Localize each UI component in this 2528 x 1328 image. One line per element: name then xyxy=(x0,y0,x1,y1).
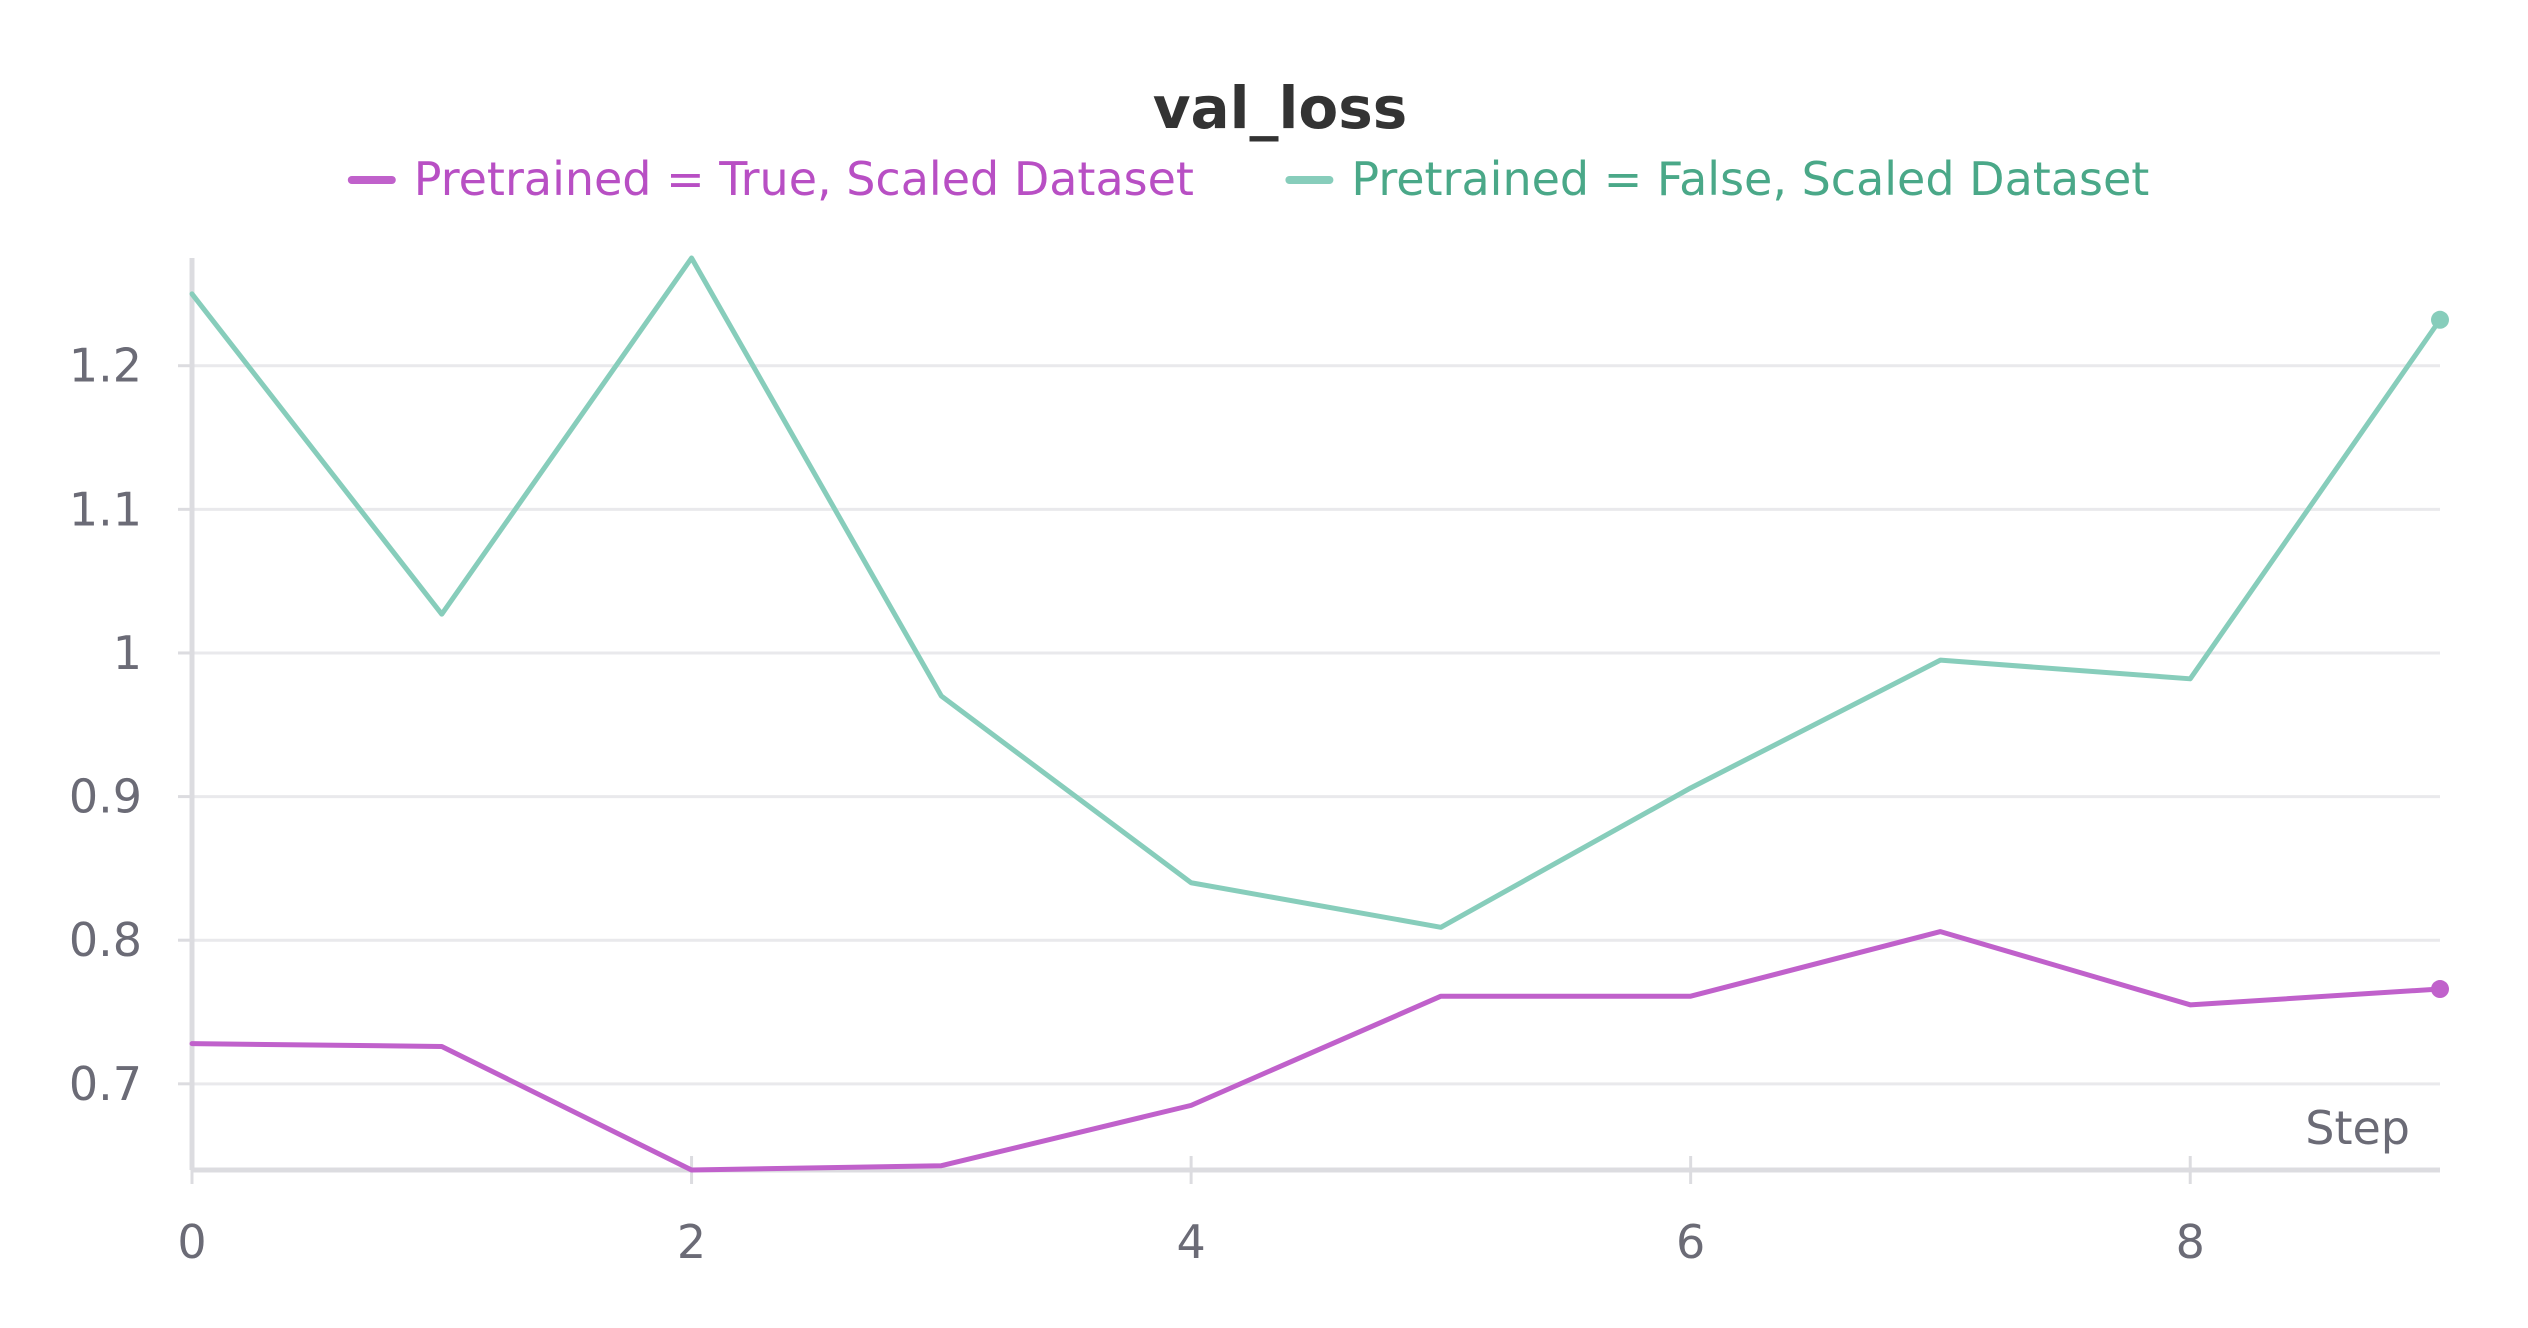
x-tick-label: 8 xyxy=(2176,1215,2205,1269)
x-tick-label: 4 xyxy=(1176,1215,1205,1269)
legend-label: Pretrained = False, Scaled Dataset xyxy=(1351,152,2149,206)
y-tick-label: 1.2 xyxy=(69,339,142,393)
y-tick-label: 0.9 xyxy=(69,770,142,824)
grid xyxy=(192,364,2440,1086)
series xyxy=(189,255,2449,1173)
x-tick-label: 6 xyxy=(1676,1215,1705,1269)
labels: 0.7 0.8 0.9 1 1.1 1.2 0 2 4 6 8 xyxy=(69,339,2205,1269)
axes xyxy=(178,258,2440,1184)
series-end-point xyxy=(2431,310,2449,329)
y-tick-label: 1.1 xyxy=(69,482,142,536)
series-line-2 xyxy=(189,255,2443,930)
x-tick-label: 0 xyxy=(177,1215,206,1269)
legend-item-2[interactable]: Pretrained = False, Scaled Dataset xyxy=(1285,152,2149,206)
x-axis-label: Step xyxy=(2305,1101,2410,1155)
x-tick-label: 2 xyxy=(677,1215,706,1269)
y-tick-label: 1 xyxy=(113,626,142,680)
series-end-point xyxy=(2431,980,2449,999)
chart-title: val_loss xyxy=(1153,74,1408,142)
legend[interactable]: Pretrained = True, Scaled Dataset Pretrai… xyxy=(347,152,2150,206)
legend-label: Pretrained = True, Scaled Dataset xyxy=(414,152,1194,206)
series-line-1 xyxy=(189,929,2443,1173)
legend-item-1[interactable]: Pretrained = True, Scaled Dataset xyxy=(347,152,1194,206)
y-tick-label: 0.8 xyxy=(69,913,142,967)
y-tick-label: 0.7 xyxy=(69,1057,142,1111)
